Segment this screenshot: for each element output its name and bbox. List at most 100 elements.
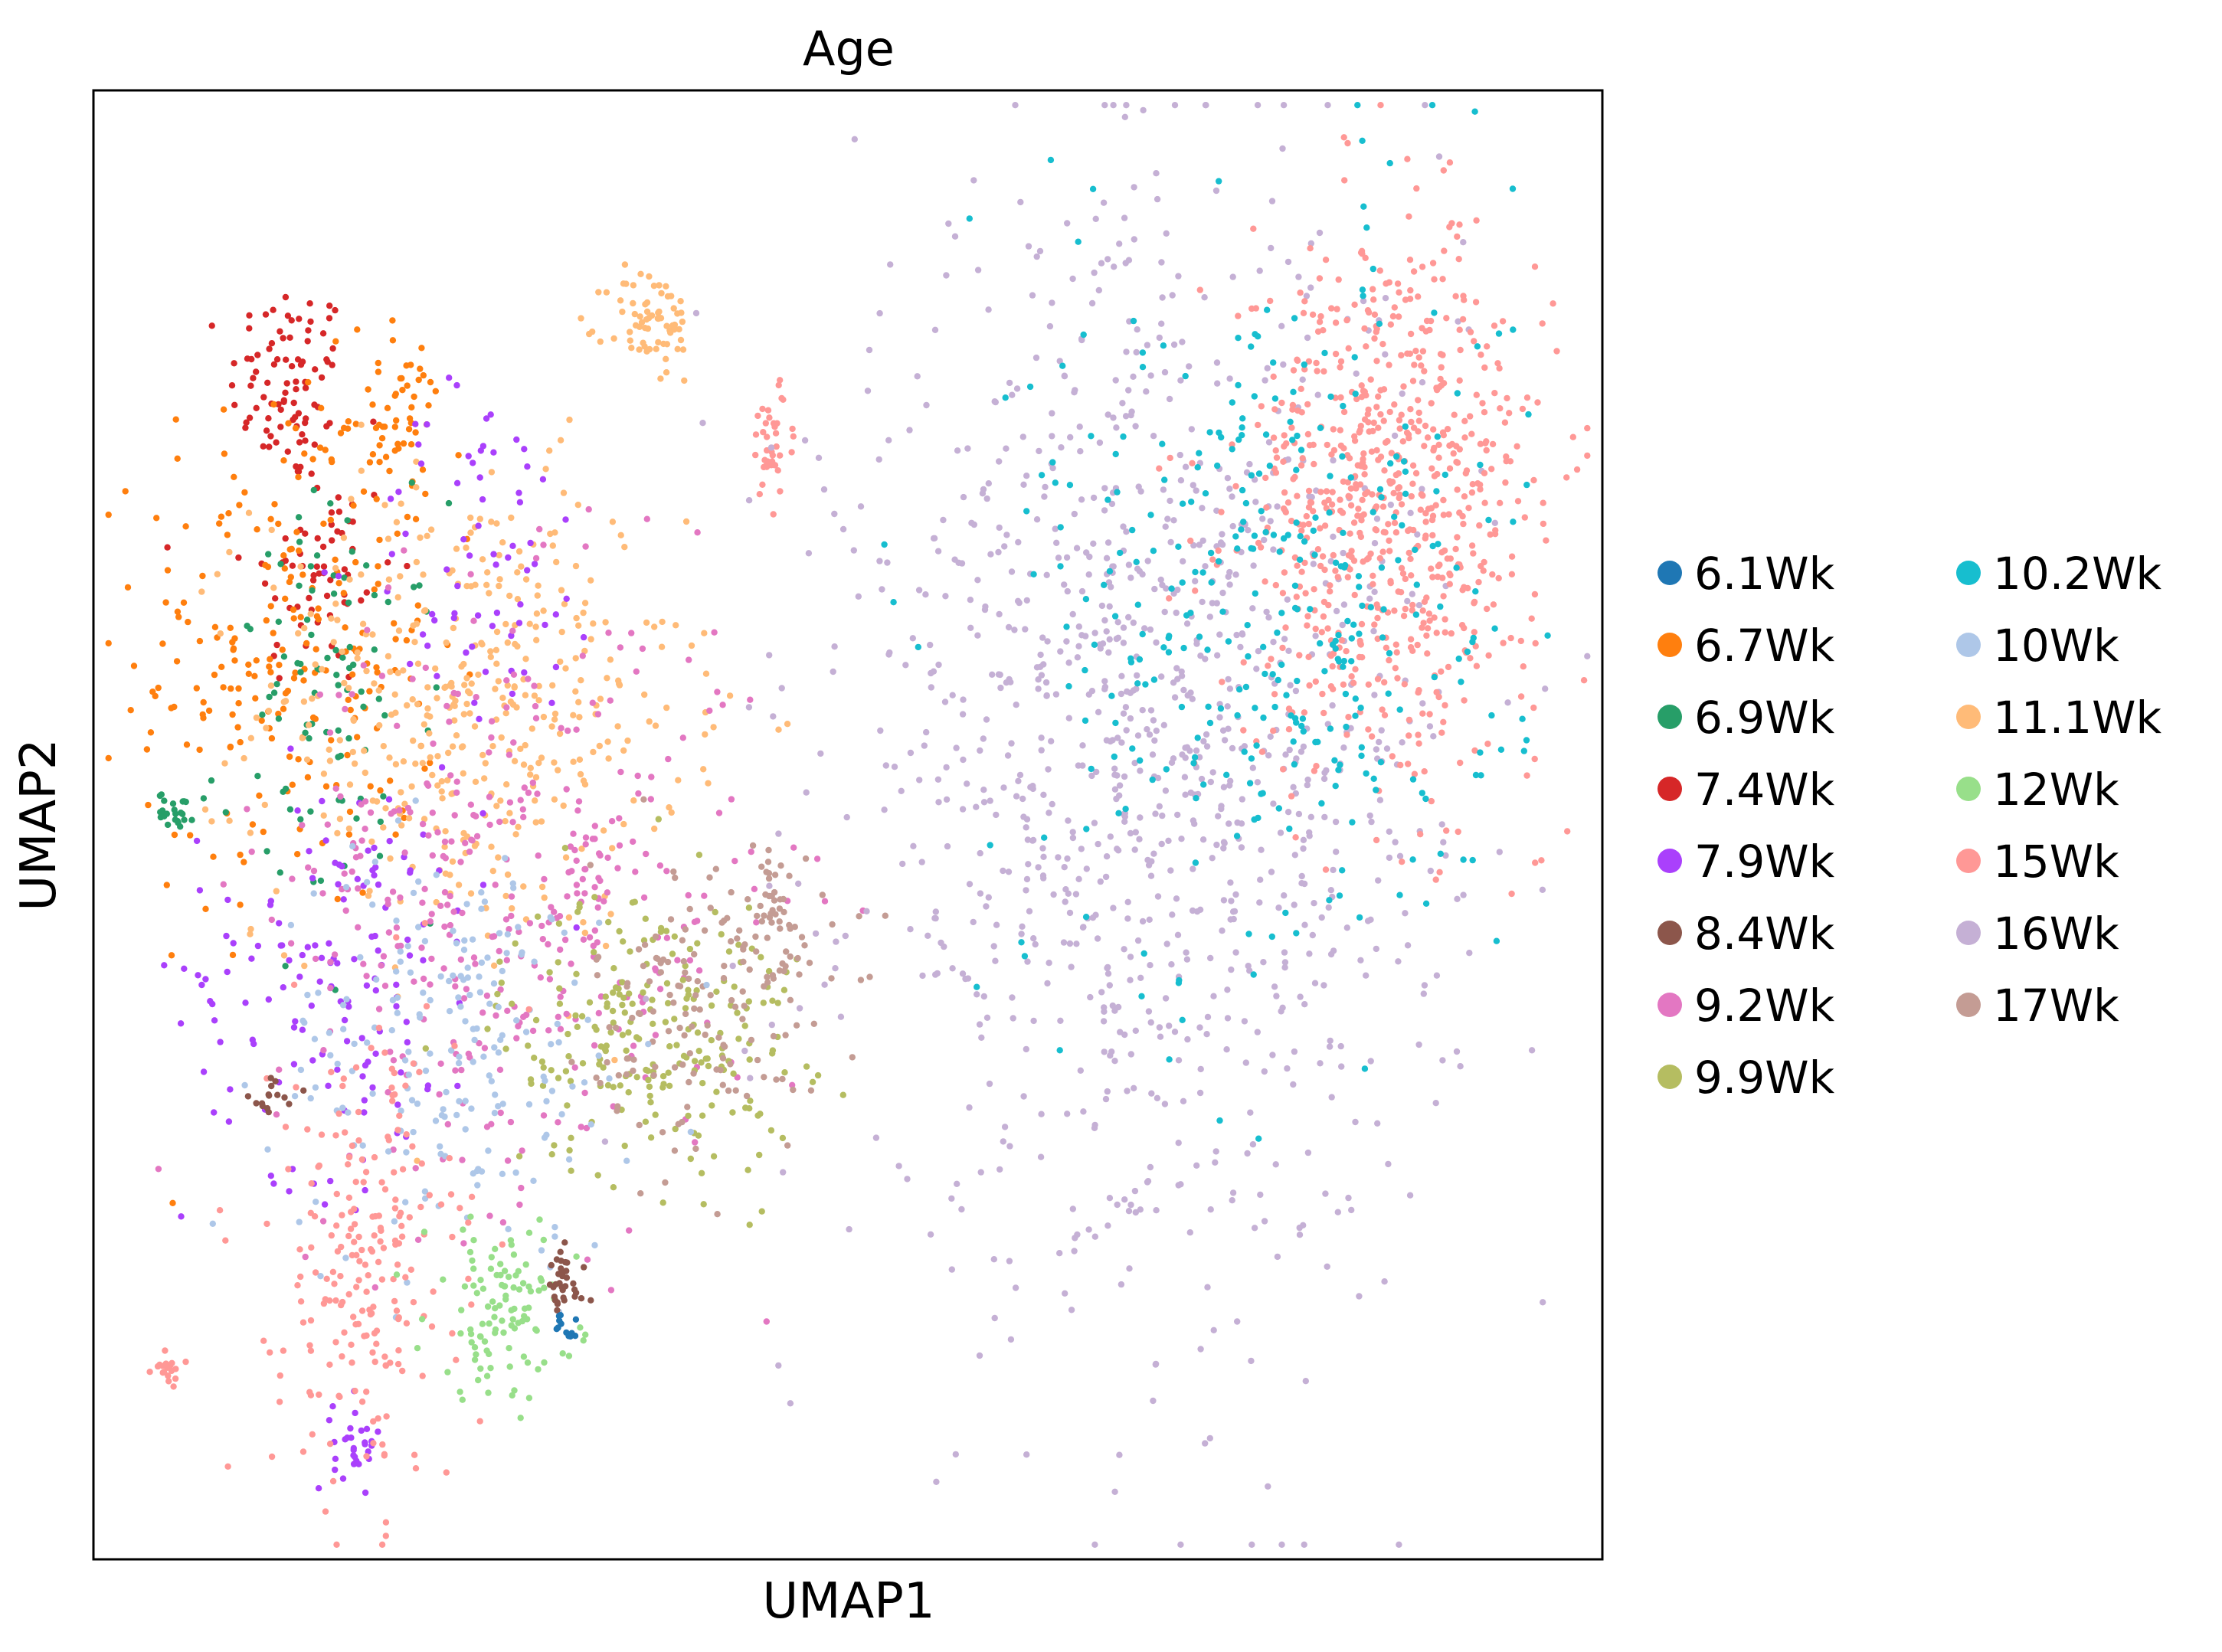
scatter-point xyxy=(1072,387,1078,394)
scatter-point xyxy=(424,643,431,649)
scatter-point xyxy=(1036,447,1042,455)
scatter-point xyxy=(819,891,826,898)
scatter-point xyxy=(450,972,457,980)
scatter-point xyxy=(564,1030,571,1038)
scatter-point xyxy=(1497,746,1505,753)
scatter-point xyxy=(784,721,791,728)
scatter-point xyxy=(378,1276,386,1283)
scatter-point xyxy=(507,1237,515,1244)
scatter-point xyxy=(364,1039,371,1046)
scatter-point xyxy=(346,576,353,583)
scatter-point xyxy=(434,753,441,760)
scatter-point xyxy=(359,620,367,627)
scatter-point xyxy=(1007,1336,1015,1343)
scatter-point xyxy=(1017,198,1024,206)
scatter-point xyxy=(329,458,335,466)
scatter-point xyxy=(597,695,604,702)
scatter-point xyxy=(584,1016,591,1023)
scatter-point xyxy=(1298,568,1305,575)
scatter-point xyxy=(161,962,168,969)
scatter-point xyxy=(1358,744,1366,751)
scatter-point xyxy=(640,963,647,970)
scatter-point xyxy=(1074,654,1082,661)
scatter-point xyxy=(307,1094,314,1102)
scatter-point xyxy=(1287,418,1294,425)
scatter-point xyxy=(787,1400,794,1407)
scatter-point xyxy=(366,459,374,466)
scatter-point xyxy=(1339,867,1346,874)
scatter-point xyxy=(267,669,274,676)
scatter-point xyxy=(1316,275,1324,282)
scatter-point xyxy=(1295,810,1303,818)
scatter-point xyxy=(295,473,302,481)
scatter-point xyxy=(268,340,276,347)
scatter-point xyxy=(1039,634,1046,641)
scatter-point xyxy=(332,600,339,607)
scatter-point xyxy=(147,729,155,736)
scatter-point xyxy=(519,1147,525,1154)
scatter-point xyxy=(375,881,382,888)
scatter-point xyxy=(1069,275,1076,283)
scatter-point xyxy=(365,892,372,899)
scatter-point xyxy=(563,1274,571,1281)
scatter-point xyxy=(473,813,479,820)
scatter-point xyxy=(1429,260,1437,267)
scatter-point xyxy=(909,635,917,642)
scatter-point xyxy=(688,642,695,649)
scatter-point xyxy=(1139,364,1147,371)
scatter-point xyxy=(1065,715,1073,721)
scatter-point xyxy=(1432,1100,1439,1107)
scatter-point xyxy=(398,1222,405,1230)
scatter-point xyxy=(1467,329,1474,335)
scatter-point xyxy=(401,1057,409,1064)
scatter-point xyxy=(572,562,580,570)
scatter-point xyxy=(280,653,288,660)
scatter-point xyxy=(442,870,450,877)
scatter-point xyxy=(1365,681,1373,688)
scatter-point xyxy=(1351,591,1358,599)
scatter-point xyxy=(463,649,470,656)
scatter-point xyxy=(335,1110,342,1117)
scatter-point xyxy=(1098,260,1105,267)
scatter-point xyxy=(419,466,427,473)
scatter-point xyxy=(1144,342,1151,348)
scatter-point xyxy=(1177,477,1185,484)
scatter-point xyxy=(329,361,335,368)
scatter-point xyxy=(904,1176,911,1183)
scatter-point xyxy=(842,932,849,940)
scatter-point xyxy=(967,624,974,631)
scatter-point xyxy=(1129,745,1136,752)
scatter-point xyxy=(1457,346,1464,354)
scatter-point xyxy=(1248,472,1255,479)
scatter-point xyxy=(175,613,182,620)
scatter-point xyxy=(758,918,765,925)
scatter-point xyxy=(1314,391,1321,398)
scatter-point xyxy=(1295,273,1302,280)
scatter-point xyxy=(414,1157,421,1164)
scatter-point xyxy=(1219,727,1227,734)
scatter-point xyxy=(293,386,299,393)
scatter-point xyxy=(1423,594,1430,601)
scatter-point xyxy=(284,448,291,455)
scatter-point xyxy=(764,973,771,980)
scatter-point xyxy=(455,994,462,1001)
scatter-point xyxy=(1481,409,1488,416)
scatter-point xyxy=(1379,341,1386,348)
scatter-point xyxy=(561,600,568,607)
scatter-point xyxy=(1111,263,1118,270)
scatter-point xyxy=(205,707,213,715)
scatter-point xyxy=(1026,383,1034,391)
scatter-point xyxy=(1329,489,1336,496)
scatter-point xyxy=(1212,1159,1219,1166)
scatter-point xyxy=(1023,1045,1030,1053)
scatter-point xyxy=(1067,433,1074,441)
scatter-point xyxy=(322,447,329,453)
scatter-point xyxy=(643,348,650,355)
scatter-point xyxy=(222,1237,229,1244)
scatter-point xyxy=(1072,891,1080,898)
scatter-point xyxy=(977,747,983,754)
scatter-point xyxy=(318,374,326,381)
scatter-point xyxy=(279,646,286,653)
scatter-point xyxy=(1159,440,1166,447)
scatter-point xyxy=(393,518,401,525)
